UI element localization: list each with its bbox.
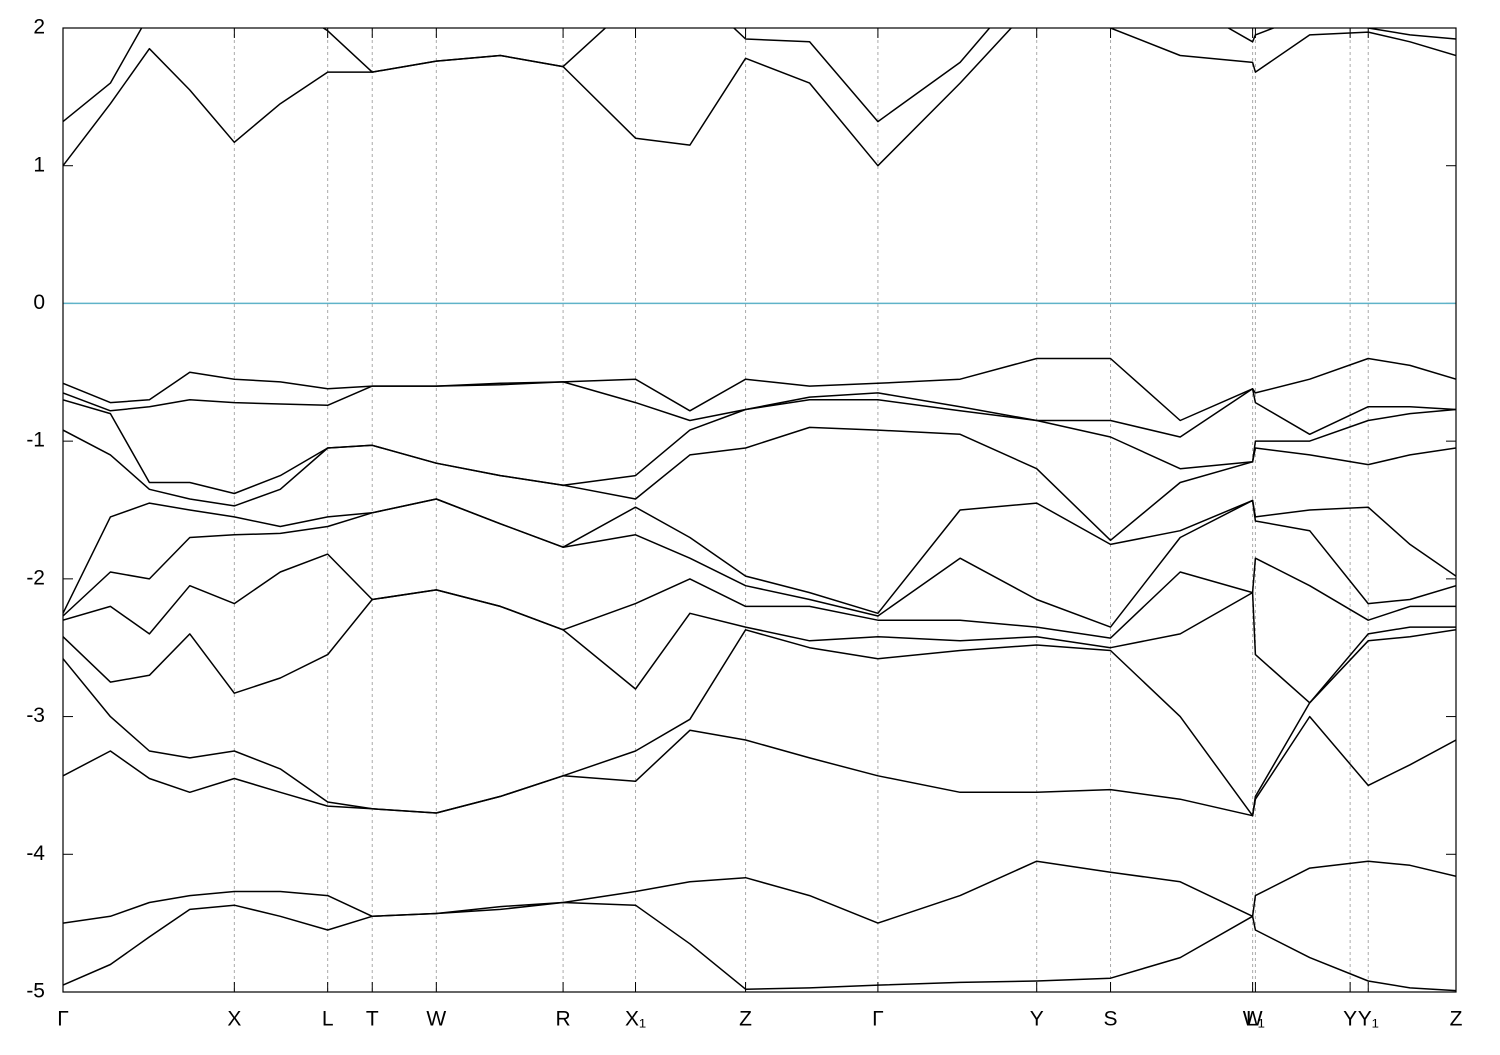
x-tick-label: Y (1030, 1008, 1044, 1031)
plot-frame (62, 27, 1457, 993)
x-tick-label: L₁ (1246, 1008, 1265, 1031)
y-tick-label: -1 (26, 429, 45, 452)
band-line (63, 399, 1456, 495)
band-line (63, 381, 1456, 438)
band-line (63, 629, 1456, 817)
band-line (63, 860, 1456, 924)
x-tick-label: Z (739, 1008, 752, 1031)
x-tick-label: Y (1343, 1008, 1357, 1031)
band-line (63, 426, 1456, 542)
x-tick-label: Z (1450, 1008, 1463, 1031)
band-line (63, 498, 1456, 628)
y-tick-label: 2 (33, 16, 45, 39)
band-line (63, 498, 1456, 615)
x-tick-label: W (1243, 1008, 1263, 1031)
band-line (63, 589, 1456, 704)
y-tick-label: 0 (33, 291, 45, 314)
x-tick-label: T (366, 1008, 379, 1031)
band-line (63, 901, 1456, 992)
y-tick-label: -4 (26, 842, 45, 865)
x-tick-label: X (227, 1008, 241, 1031)
y-tick-label: -3 (26, 704, 45, 727)
bands (63, 28, 1456, 992)
y-tick-label: 1 (33, 153, 45, 176)
band-line (63, 553, 1456, 639)
x-tick-label: W (426, 1008, 446, 1031)
x-tick-label: Γ (57, 1008, 69, 1031)
y-tick-label: -5 (26, 980, 45, 1003)
x-tick-label: L (322, 1008, 334, 1031)
band-line (63, 357, 1456, 422)
y-tick-label: -2 (26, 566, 45, 589)
x-tick-label: R (556, 1008, 571, 1031)
x-tick-label: X₁ (625, 1008, 646, 1031)
x-tick-label: Y₁ (1358, 1008, 1379, 1031)
band-line (744, 28, 1456, 29)
band-line (63, 28, 1456, 167)
band-line (63, 28, 1456, 123)
x-tick-label: S (1104, 1008, 1118, 1031)
x-tick-label: Γ (872, 1008, 884, 1031)
